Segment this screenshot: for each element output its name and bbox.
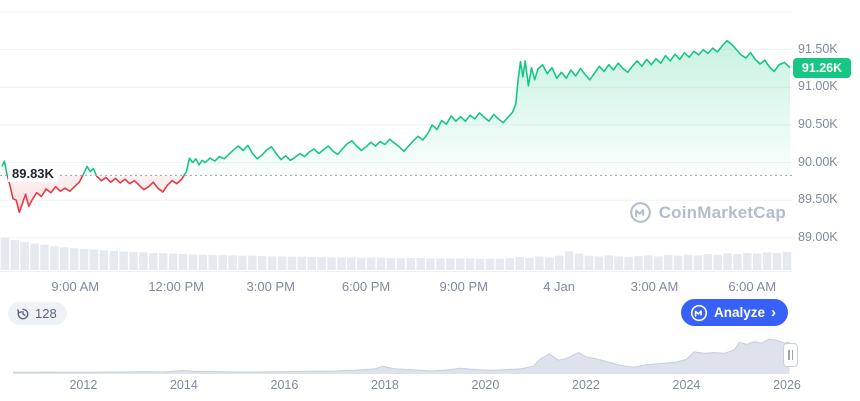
chart-separator <box>0 271 792 272</box>
price-axis: 91.50K 91.00K 90.50K 90.00K 89.50K 89.00K <box>792 0 860 272</box>
price-chart[interactable] <box>0 0 792 272</box>
year-axis-label: 2012 <box>69 378 98 392</box>
time-axis-label: 3:00 PM <box>246 279 295 294</box>
analyze-logo-icon <box>690 304 708 321</box>
history-count-label: 128 <box>35 306 57 321</box>
current-price-badge: 91.26K <box>793 57 851 78</box>
time-axis-label: 9:00 PM <box>439 279 488 294</box>
year-axis-label: 2022 <box>572 378 600 392</box>
analyze-button[interactable]: Analyze › <box>681 299 789 326</box>
time-axis-label: 12:00 PM <box>148 279 204 294</box>
coinmarketcap-watermark: CoinMarketCap <box>629 201 786 224</box>
chevron-right-icon: › <box>771 303 777 321</box>
history-clock-icon <box>17 308 29 319</box>
analyze-label: Analyze <box>714 305 766 320</box>
year-axis-label: 2016 <box>270 378 299 392</box>
price-axis-label: 90.50K <box>798 116 838 131</box>
price-axis-label: 90.00K <box>798 154 838 169</box>
time-axis-label: 3:00 AM <box>630 279 679 294</box>
year-axis: 2012 2014 2016 2018 2020 2022 2024 2026 <box>8 378 800 394</box>
baseline-price-label: 89.83K <box>8 165 58 183</box>
price-axis-label: 91.00K <box>798 79 838 94</box>
history-count-badge[interactable]: 128 <box>8 302 67 325</box>
price-axis-label: 89.00K <box>798 229 838 244</box>
time-axis-label: 9:00 AM <box>51 279 100 294</box>
timeline-minimap[interactable] <box>8 336 792 374</box>
watermark-text: CoinMarketCap <box>658 202 786 222</box>
year-axis-label: 2018 <box>371 378 399 392</box>
time-axis-label: 4 Jan <box>543 279 576 294</box>
price-axis-label: 91.50K <box>798 41 838 56</box>
year-axis-label: 2024 <box>672 378 701 392</box>
current-price-label: 91.26K <box>801 60 843 75</box>
year-axis-label: 2014 <box>169 378 198 392</box>
time-axis-label: 6:00 PM <box>341 279 391 294</box>
year-axis-label: 2020 <box>471 378 500 392</box>
coinmarketcap-logo-icon <box>629 202 651 223</box>
time-axis-label: 6:00 AM <box>728 279 777 294</box>
price-axis-label: 89.50K <box>798 192 838 207</box>
brush-handle[interactable] <box>783 343 798 367</box>
year-axis-label: 2026 <box>773 378 801 392</box>
time-axis: 9:00 AM 12:00 PM 3:00 PM 6:00 PM 9:00 PM 4 Ja… <box>0 279 792 297</box>
